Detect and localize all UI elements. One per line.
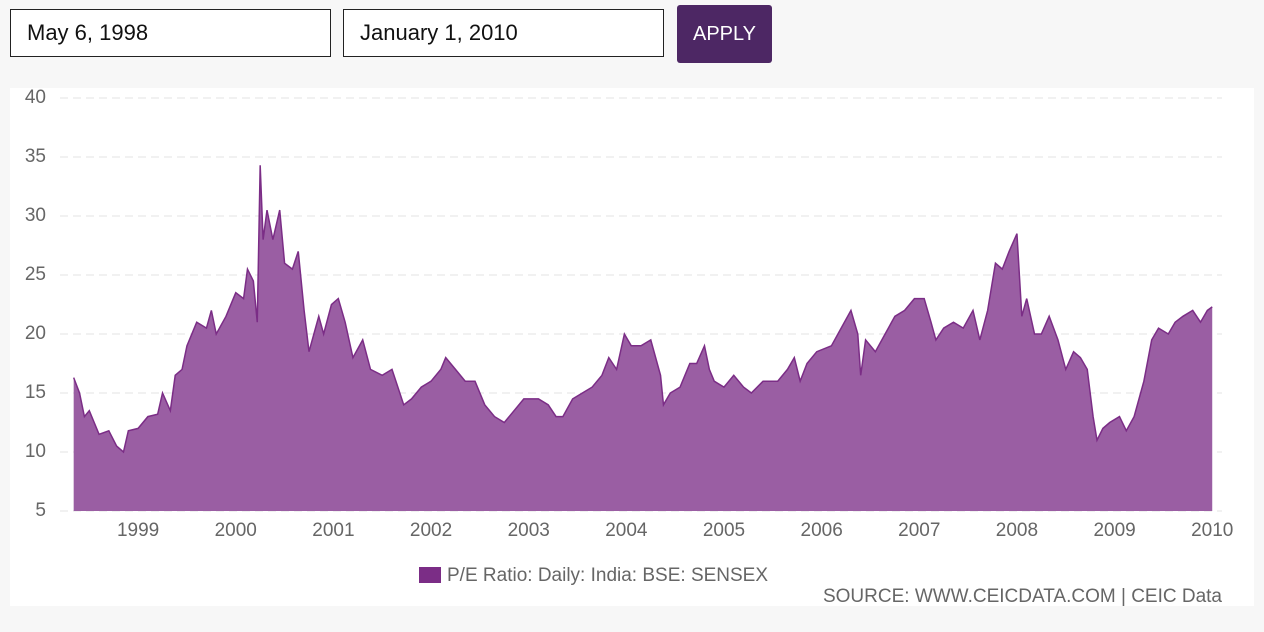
x-tick-label: 2008	[996, 520, 1038, 541]
y-tick-label: 35	[25, 146, 46, 167]
x-tick-label: 2009	[1093, 520, 1135, 541]
legend-label: P/E Ratio: Daily: India: BSE: SENSEX	[447, 565, 768, 586]
x-tick-label: 2002	[410, 520, 452, 541]
x-tick-label: 2003	[508, 520, 550, 541]
y-tick-label: 10	[25, 441, 46, 462]
x-tick-label: 2005	[703, 520, 745, 541]
y-tick-label: 5	[35, 500, 46, 521]
x-tick-label: 2000	[215, 520, 257, 541]
source: SOURCE: WWW.CEICDATA.COM | CEIC Data	[823, 586, 1222, 607]
y-tick-label: 40	[25, 87, 46, 108]
y-tick-label: 30	[25, 205, 46, 226]
legend-swatch	[419, 567, 441, 583]
x-tick-label: 2004	[605, 520, 648, 541]
start-date-input[interactable]: May 6, 1998	[10, 9, 331, 57]
y-tick-label: 20	[25, 323, 46, 344]
y-tick-label: 15	[25, 382, 46, 403]
area	[73, 165, 1213, 511]
apply-button[interactable]: APPLY	[677, 5, 772, 63]
x-tick-label: 2007	[898, 520, 940, 541]
x-tick-label: 2006	[801, 520, 843, 541]
end-date-input[interactable]: January 1, 2010	[343, 9, 664, 57]
x-tick-label: 1999	[117, 520, 159, 541]
y-tick-label: 25	[25, 264, 46, 285]
x-tick-label: 2010	[1191, 520, 1233, 541]
line	[72, 165, 1213, 454]
x-tick-label: 2001	[312, 520, 354, 541]
